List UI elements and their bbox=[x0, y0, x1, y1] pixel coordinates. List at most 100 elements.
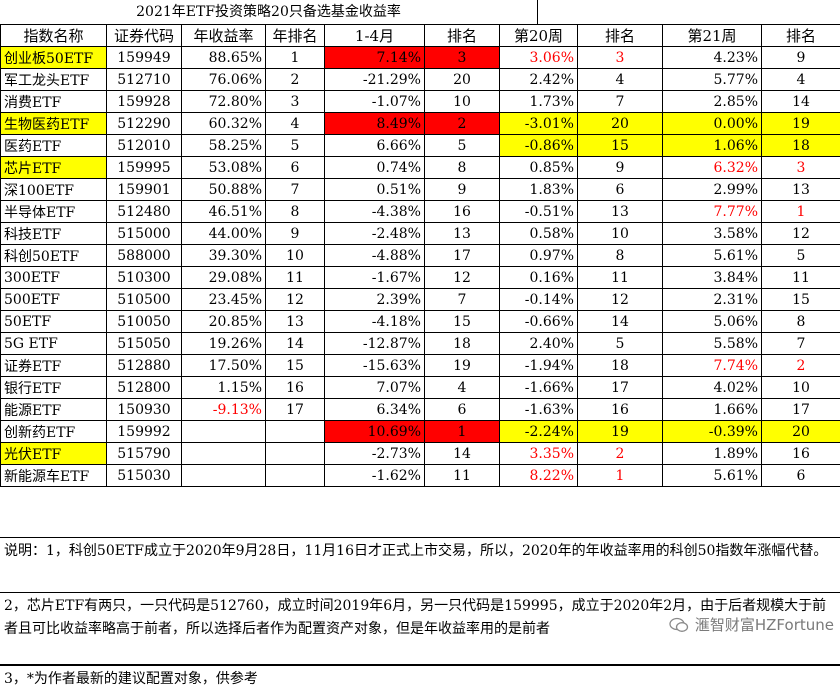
week20-return-cell: 2.42% bbox=[500, 69, 578, 91]
annual-rank-cell: 1 bbox=[266, 47, 325, 69]
header-row: 指数名称 证券代码 年收益率 年排名 1-4月 排名 第20周 排名 第21周 … bbox=[1, 25, 840, 47]
week20-rank-cell: 19 bbox=[578, 421, 663, 443]
jan-apr-return-cell: -4.88% bbox=[325, 245, 425, 267]
week20-rank-cell: 3 bbox=[578, 47, 663, 69]
week20-return-cell: -2.24% bbox=[500, 421, 578, 443]
week20-return-cell: -0.66% bbox=[500, 311, 578, 333]
week21-return-cell: 1.89% bbox=[663, 443, 762, 465]
week20-return-cell: -0.51% bbox=[500, 201, 578, 223]
annual-rank-cell: 9 bbox=[266, 223, 325, 245]
jan-apr-return-cell: 8.49% bbox=[325, 113, 425, 135]
annual-rank-cell: 6 bbox=[266, 157, 325, 179]
header-code: 证券代码 bbox=[107, 25, 182, 47]
week21-return-cell: 1.06% bbox=[663, 135, 762, 157]
week21-rank-cell: 11 bbox=[762, 267, 840, 289]
fund-name-cell: 新能源车ETF bbox=[1, 465, 107, 487]
annual-rank-cell: 15 bbox=[266, 355, 325, 377]
week21-return-cell: 2.31% bbox=[663, 289, 762, 311]
week21-return-cell: 5.61% bbox=[663, 465, 762, 487]
week21-rank-cell: 15 bbox=[762, 289, 840, 311]
week20-rank-cell: 11 bbox=[578, 267, 663, 289]
fund-name-cell: 半导体ETF bbox=[1, 201, 107, 223]
code-cell: 510050 bbox=[107, 311, 182, 333]
fund-name-cell: 5G ETF bbox=[1, 333, 107, 355]
week21-return-cell: 2.85% bbox=[663, 91, 762, 113]
fund-name-cell: 能源ETF bbox=[1, 399, 107, 421]
fund-name-cell: 消费ETF bbox=[1, 91, 107, 113]
jan-apr-return-cell: -1.67% bbox=[325, 267, 425, 289]
annual-return-cell: -9.13% bbox=[182, 399, 266, 421]
jan-apr-rank-cell: 14 bbox=[425, 443, 500, 465]
week21-rank-cell: 6 bbox=[762, 465, 840, 487]
week21-rank-cell: 16 bbox=[762, 443, 840, 465]
week21-rank-cell: 19 bbox=[762, 113, 840, 135]
code-cell: 588000 bbox=[107, 245, 182, 267]
annual-return-cell: 88.65% bbox=[182, 47, 266, 69]
week20-rank-cell: 10 bbox=[578, 223, 663, 245]
week20-return-cell: -0.86% bbox=[500, 135, 578, 157]
code-cell: 512880 bbox=[107, 355, 182, 377]
week21-return-cell: 7.77% bbox=[663, 201, 762, 223]
header-week21: 第21周 bbox=[663, 25, 762, 47]
code-cell: 515000 bbox=[107, 223, 182, 245]
fund-name-cell: 500ETF bbox=[1, 289, 107, 311]
jan-apr-rank-cell: 2 bbox=[425, 113, 500, 135]
jan-apr-rank-cell: 12 bbox=[425, 267, 500, 289]
week20-rank-cell: 4 bbox=[578, 69, 663, 91]
week21-return-cell: 2.99% bbox=[663, 179, 762, 201]
jan-apr-return-cell: 10.69% bbox=[325, 421, 425, 443]
week20-rank-cell: 1 bbox=[578, 465, 663, 487]
week20-return-cell: 3.06% bbox=[500, 47, 578, 69]
fund-name-cell: 300ETF bbox=[1, 267, 107, 289]
week20-return-cell: 1.83% bbox=[500, 179, 578, 201]
code-cell: 512290 bbox=[107, 113, 182, 135]
code-cell: 512010 bbox=[107, 135, 182, 157]
annual-return-cell: 46.51% bbox=[182, 201, 266, 223]
annual-return-cell bbox=[182, 443, 266, 465]
fund-name-cell: 芯片ETF bbox=[1, 157, 107, 179]
header-name: 指数名称 bbox=[1, 25, 107, 47]
annual-rank-cell: 12 bbox=[266, 289, 325, 311]
header-jan-apr-rank: 排名 bbox=[425, 25, 500, 47]
jan-apr-return-cell: -2.48% bbox=[325, 223, 425, 245]
week20-return-cell: -3.01% bbox=[500, 113, 578, 135]
week21-rank-cell: 20 bbox=[762, 421, 840, 443]
jan-apr-return-cell: 0.74% bbox=[325, 157, 425, 179]
table-title: 2021年ETF投资策略20只备选基金收益率 bbox=[0, 0, 538, 24]
annual-rank-cell: 3 bbox=[266, 91, 325, 113]
spreadsheet: 2021年ETF投资策略20只备选基金收益率 指数名称 证券代码 年收益率 年排… bbox=[0, 0, 840, 487]
annual-rank-cell bbox=[266, 465, 325, 487]
jan-apr-rank-cell: 13 bbox=[425, 223, 500, 245]
week20-rank-cell: 2 bbox=[578, 443, 663, 465]
code-cell: 159995 bbox=[107, 157, 182, 179]
fund-name-cell: 创新药ETF bbox=[1, 421, 107, 443]
header-annual-rank: 年排名 bbox=[266, 25, 325, 47]
week21-rank-cell: 10 bbox=[762, 377, 840, 399]
fund-name-cell: 光伏ETF bbox=[1, 443, 107, 465]
annual-return-cell bbox=[182, 465, 266, 487]
note-1: 说明：1，科创50ETF成立于2020年9月28日，11月16日才正式上市交易，… bbox=[0, 537, 840, 592]
fund-name-cell: 科创50ETF bbox=[1, 245, 107, 267]
jan-apr-rank-cell: 17 bbox=[425, 245, 500, 267]
week20-rank-cell: 12 bbox=[578, 289, 663, 311]
week20-return-cell: 0.85% bbox=[500, 157, 578, 179]
header-annual-return: 年收益率 bbox=[182, 25, 266, 47]
annual-return-cell: 58.25% bbox=[182, 135, 266, 157]
jan-apr-rank-cell: 7 bbox=[425, 289, 500, 311]
week21-return-cell: 4.02% bbox=[663, 377, 762, 399]
note-3: 3，*为作者最新的建议配置对象，供参考 bbox=[0, 665, 840, 690]
jan-apr-rank-cell: 15 bbox=[425, 311, 500, 333]
jan-apr-return-cell: 7.14% bbox=[325, 47, 425, 69]
